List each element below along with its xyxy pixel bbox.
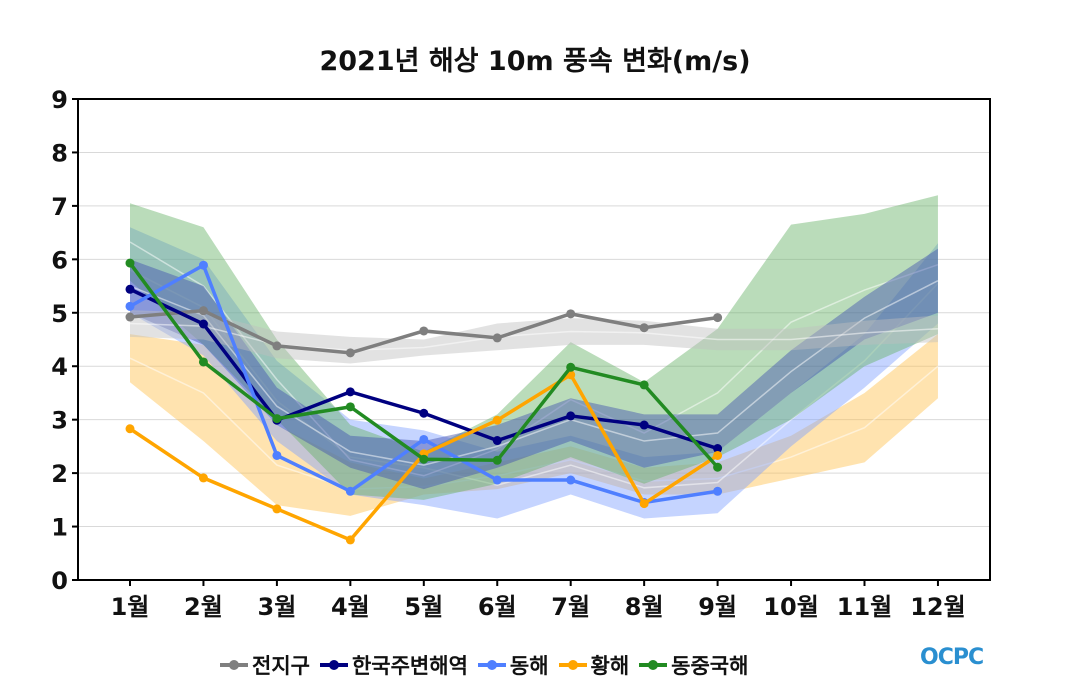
legend-label: 전지구 [252,654,310,678]
x-tick-label: 8월 [625,593,664,621]
data-point [419,326,429,336]
x-tick-label: 5월 [404,593,443,621]
climatology-band [130,248,938,490]
data-point [198,357,208,367]
legend-swatch-icon [220,660,248,670]
y-tick-label: 9 [51,86,68,114]
climatology-band [130,334,938,516]
legend-item[interactable]: 동중국해 [639,650,748,680]
legend-label: 동해 [509,654,549,678]
y-tick-label: 2 [51,460,68,488]
legend-item[interactable]: 한국주변해역 [319,650,468,680]
x-tick-label: 7월 [551,593,590,621]
y-tick-label: 4 [51,353,68,381]
climatology-band [130,227,938,519]
legend-label: 황해 [590,654,630,678]
data-point [125,301,135,311]
x-tick-label: 1월 [111,593,150,621]
climatology-band [130,195,938,500]
y-tick-label: 8 [51,139,68,167]
data-point [272,450,282,460]
legend: 전지구 한국주변해역 동해 황해 동중국해 [220,650,748,680]
data-point [713,444,723,454]
data-point [639,499,649,509]
data-point [492,415,502,425]
x-tick-label: 6월 [478,593,517,621]
legend-label: 한국주변해역 [351,654,468,678]
data-point [713,313,723,323]
y-tick-label: 1 [51,514,68,542]
data-point [492,333,502,343]
ocpc-logo: OCPC [920,645,984,670]
data-point [639,420,649,430]
data-point [566,362,576,372]
x-tick-label: 3월 [258,593,297,621]
data-point [419,454,429,464]
data-point [345,486,355,496]
data-point [125,258,135,268]
legend-swatch-icon [558,660,587,670]
x-tick-label: 11월 [837,593,892,621]
legend-item[interactable]: 황해 [558,650,630,680]
data-point [125,312,135,322]
plot-frame [77,98,991,581]
data-point [566,309,576,319]
data-point [345,348,355,358]
data-point [345,387,355,397]
x-tick-label: 4월 [331,593,370,621]
data-point [713,450,723,460]
legend-swatch-icon [477,660,506,670]
chart-title: 2021년 해상 10m 풍속 변화(m/s) [319,46,750,77]
climatology-mean-line [129,269,939,489]
x-tick-label: 10월 [763,593,818,621]
climatology-mean-line [129,357,939,490]
data-point [125,424,135,434]
y-tick-label: 3 [51,407,68,435]
climatology-mean-line [129,280,939,466]
data-point [713,486,723,496]
data-point [345,402,355,412]
y-tick-label: 7 [51,193,68,221]
data-point [198,260,208,270]
y-tick-label: 0 [51,567,68,595]
data-point [198,473,208,483]
x-tick-label: 2월 [184,593,223,621]
data-point [492,436,502,446]
legend-item[interactable]: 동해 [477,650,549,680]
data-point [713,462,723,472]
data-point [345,535,355,545]
x-tick-label: 9월 [698,593,737,621]
data-point [272,341,282,351]
y-tick-label: 5 [51,300,68,328]
climatology-mean-line [129,241,939,477]
data-point [198,306,208,316]
data-point [639,323,649,333]
data-point [198,319,208,329]
legend-swatch-icon [319,660,348,670]
legend-item[interactable]: 전지구 [220,650,310,680]
legend-swatch-icon [639,660,668,670]
legend-label: 동중국해 [671,654,749,678]
data-point [639,380,649,390]
y-tick-label: 6 [51,246,68,274]
x-tick-label: 12월 [910,593,965,621]
data-point [566,411,576,421]
data-point [492,475,502,485]
data-point [566,475,576,485]
data-point [419,408,429,418]
data-point [419,434,429,444]
data-point [125,284,135,294]
data-point [272,414,282,424]
data-point [492,455,502,465]
data-point [272,504,282,514]
